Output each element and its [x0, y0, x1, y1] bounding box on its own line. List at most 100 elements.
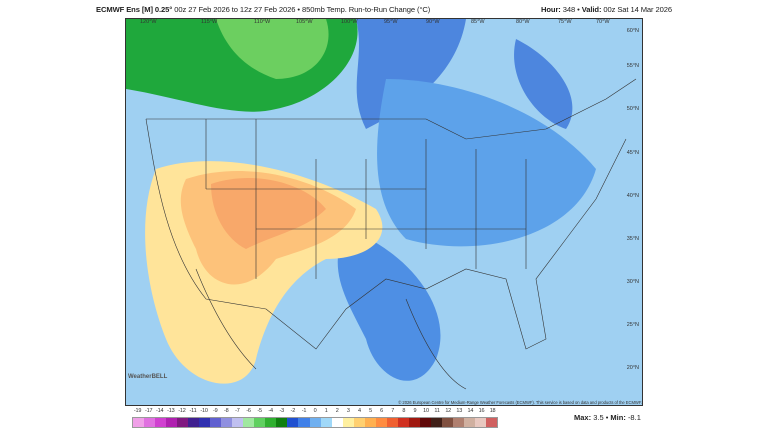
colorbar-swatch: [408, 418, 420, 427]
colorbar-tick: 7: [391, 408, 395, 414]
lat-label: 25°N: [626, 322, 639, 328]
colorbar-swatch: [474, 418, 486, 427]
colorbar-tick: 2: [335, 408, 339, 414]
lon-label: 115°W: [201, 19, 218, 25]
colorbar-swatch: [353, 418, 365, 427]
max-value: 3.5: [593, 413, 604, 422]
lon-label: 80°W: [516, 19, 530, 25]
colorbar-tick: 16: [478, 408, 485, 414]
lat-label: 60°N: [626, 28, 639, 34]
colorbar-swatch: [265, 418, 277, 427]
colorbar-swatch: [331, 418, 343, 427]
colorbar-tick: -12: [178, 408, 186, 414]
colorbar-swatch: [386, 418, 398, 427]
colorbar-swatch: [452, 418, 464, 427]
colorbar-swatch: [188, 418, 200, 427]
colorbar-tick: 1: [324, 408, 328, 414]
map-title: ECMWF Ens [M] 0.25° 00z 27 Feb 2026 to 1…: [96, 5, 430, 14]
colorbar-swatch: [254, 418, 266, 427]
hour-value: 348: [562, 5, 576, 14]
colorbar-tick: -17: [144, 408, 153, 414]
colorbar-tick: 8: [402, 408, 406, 414]
borders: [145, 78, 637, 390]
colorbar-swatch: [397, 418, 409, 427]
lon-label: 120°W: [140, 19, 157, 25]
colorbar-swatch: [166, 418, 178, 427]
lat-label: 30°N: [626, 279, 639, 285]
colorbar-tick: -6: [246, 408, 251, 414]
lat-label: 45°N: [626, 150, 639, 156]
colorbar-tick: 18: [489, 408, 496, 414]
valid-label: Valid:: [581, 5, 602, 14]
colorbar-swatch: [419, 418, 431, 427]
colorbar-tick: -19: [133, 408, 142, 414]
colorbar-swatch: [243, 418, 255, 427]
colorbar-tick: -9: [212, 408, 218, 414]
colorbar-swatch: [463, 418, 475, 427]
model-name: ECMWF Ens [M] 0.25°: [96, 5, 173, 14]
lon-label: 100°W: [341, 19, 358, 25]
colorbar-tick: -11: [189, 408, 197, 414]
colorbar-swatch: [486, 418, 498, 427]
copyright: © 2026 European Centre for Medium-Range …: [398, 400, 642, 405]
colorbar-tick: 11: [434, 408, 440, 414]
colorbar-swatch: [309, 418, 321, 427]
valid-value: 00z Sat 14 Mar 2026: [603, 5, 672, 14]
colorbar-swatch: [430, 418, 442, 427]
colorbar-tick: -5: [257, 408, 262, 414]
colorbar-tick: -10: [200, 408, 208, 414]
lon-label: 75°W: [558, 19, 572, 25]
colorbar-tick: 9: [413, 408, 417, 414]
colorbar-tick: -7: [235, 408, 240, 414]
colorbar-tick: -1: [301, 408, 307, 414]
max-min: Max: 3.5 • Min: -8.1: [574, 413, 641, 422]
colorbar: [132, 417, 498, 428]
colorbar-tick: 14: [467, 408, 474, 414]
colorbar-swatch: [287, 418, 299, 427]
colorbar-swatch: [320, 418, 332, 427]
colorbar-tick: -3: [279, 408, 285, 414]
colorbar-swatch: [199, 418, 211, 427]
colorbar-tick: 4: [357, 408, 361, 414]
colorbar-tick: -13: [167, 408, 175, 414]
weatherbell-logo: WeatherBELL: [128, 374, 168, 380]
colorbar-swatch: [276, 418, 288, 427]
colorbar-ticks: -19 -17 -14 -13 -12 -11 -10 -9 -8 -7 -6 -5 -4 -3 -2 -1 0…: [132, 408, 498, 414]
colorbar-swatch: [364, 418, 376, 427]
colorbar-swatch: [210, 418, 222, 427]
colorbar-swatch: [232, 418, 244, 427]
weather-map[interactable]: 120°W 115°W 110°W 105°W 100°W 95°W 90°W …: [125, 18, 643, 406]
hour-label: Hour:: [540, 5, 561, 14]
lon-label: 70°W: [596, 19, 610, 25]
colorbar-tick: 10: [423, 408, 429, 414]
run-info: 00z 27 Feb 2026 to 12z 27 Feb 2026 • 850…: [174, 5, 431, 14]
colorbar-tick: 6: [380, 408, 384, 414]
colorbar-tick: -8: [224, 408, 229, 414]
valid-time: Hour: 348 • Valid: 00z Sat 14 Mar 2026: [540, 5, 672, 14]
colorbar-tick: 13: [456, 408, 463, 414]
colorbar-swatch: [298, 418, 310, 427]
colorbar-tick: -2: [290, 408, 296, 414]
lon-label: 105°W: [296, 19, 313, 25]
lat-label: 35°N: [626, 236, 639, 242]
colorbar-swatch: [342, 418, 354, 427]
colorbar-tick: -4: [268, 408, 273, 414]
min-label: Min:: [610, 413, 626, 422]
lon-label: 90°W: [426, 19, 440, 25]
lat-label: 20°N: [626, 365, 639, 371]
colorbar-swatch: [221, 418, 233, 427]
colorbar-tick: 12: [445, 408, 452, 414]
lon-label: 110°W: [254, 19, 271, 25]
colorbar-tick: 0: [313, 408, 317, 414]
colorbar-swatch: [155, 418, 167, 427]
lat-label: 50°N: [626, 106, 639, 112]
max-label: Max:: [574, 413, 592, 422]
colorbar-swatch: [177, 418, 189, 427]
colorbar-swatch: [375, 418, 387, 427]
header: ECMWF Ens [M] 0.25° 00z 27 Feb 2026 to 1…: [96, 5, 672, 14]
temperature-field: [126, 19, 642, 405]
lon-label: 95°W: [384, 19, 398, 25]
lat-label: 40°N: [626, 193, 639, 199]
min-value: -8.1: [627, 413, 641, 422]
colorbar-swatch: [133, 418, 145, 427]
